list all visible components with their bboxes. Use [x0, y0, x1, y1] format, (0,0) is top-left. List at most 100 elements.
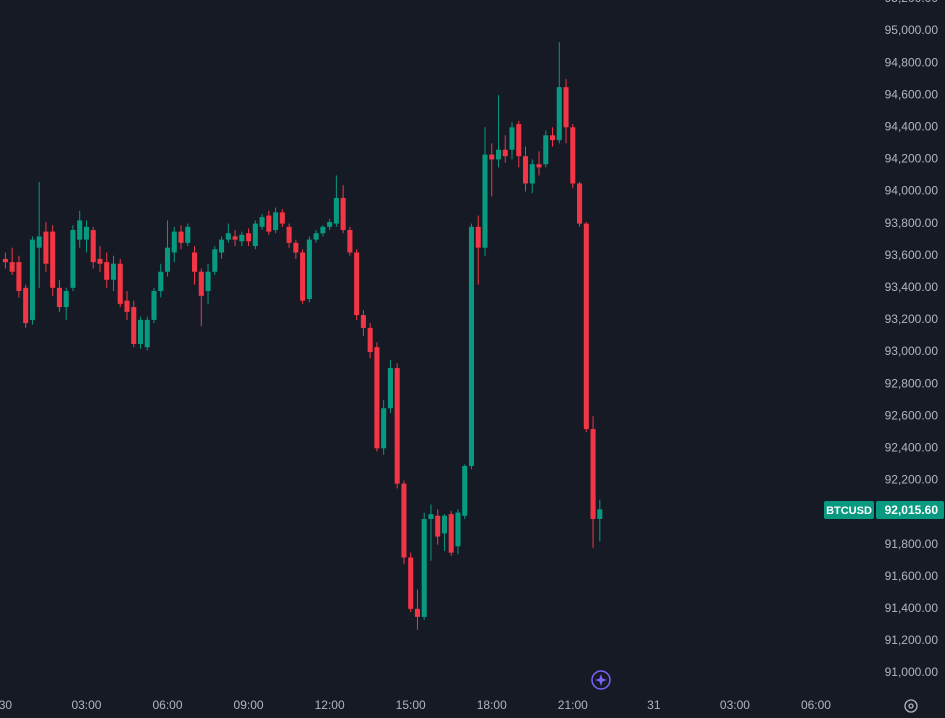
- candle-body: [556, 87, 562, 141]
- y-tick-label: 93,400.00: [885, 280, 939, 294]
- y-tick-label: 94,000.00: [885, 184, 939, 198]
- candle-body: [90, 230, 96, 263]
- candle-body: [387, 368, 393, 409]
- candle-body: [455, 512, 461, 547]
- candle-body: [300, 252, 306, 301]
- candle-body: [489, 154, 495, 160]
- candle-body: [509, 127, 515, 150]
- candle-body: [9, 262, 15, 272]
- candle-body: [448, 514, 454, 553]
- candle-body: [232, 236, 238, 240]
- y-tick-label: 93,200.00: [885, 312, 939, 326]
- y-tick-label: 92,800.00: [885, 376, 939, 390]
- candle-body: [516, 124, 522, 157]
- candle-body: [137, 319, 144, 344]
- y-tick-label: 91,200.00: [885, 633, 939, 647]
- candle-body: [347, 230, 353, 253]
- y-tick-label: 94,200.00: [885, 152, 939, 166]
- candle-body: [43, 231, 49, 264]
- x-tick-label: 21:00: [558, 698, 588, 712]
- candle-body: [50, 231, 56, 288]
- x-tick-label: 03:00: [720, 698, 750, 712]
- candle-body: [117, 263, 123, 304]
- candle-body: [435, 515, 441, 537]
- candle-body: [158, 271, 164, 292]
- candle-body: [185, 226, 191, 243]
- candle-body: [502, 149, 508, 157]
- x-tick-label: 12:00: [315, 698, 345, 712]
- candle-body: [583, 223, 589, 430]
- candle-body: [563, 87, 569, 128]
- candle-body: [522, 156, 529, 184]
- candle-body: [56, 287, 62, 308]
- candle-body: [529, 164, 535, 184]
- candle-body: [468, 226, 475, 466]
- x-tick-label: 06:00: [801, 698, 831, 712]
- candle-body: [246, 233, 252, 242]
- x-tick-label: 09:00: [234, 698, 264, 712]
- candle-body: [577, 183, 583, 224]
- candle-body: [124, 300, 130, 312]
- candle-body: [279, 212, 285, 224]
- y-tick-label: 91,400.00: [885, 601, 939, 615]
- candle-body: [286, 226, 292, 243]
- price-label: 92,015.60: [885, 503, 939, 517]
- candle-body: [543, 135, 549, 165]
- candle-body: [293, 242, 299, 253]
- candle-body: [414, 608, 420, 617]
- y-tick-label: 95,000.00: [885, 23, 939, 37]
- y-tick-label: 94,600.00: [885, 87, 939, 101]
- candle-body: [178, 231, 184, 243]
- candle-body: [164, 247, 171, 272]
- candle-body: [495, 149, 502, 160]
- y-tick-label: 92,600.00: [885, 408, 939, 422]
- assistant-icon[interactable]: [591, 670, 611, 690]
- price-badge: [876, 501, 944, 520]
- candle-body: [23, 287, 29, 324]
- candle-body: [381, 408, 387, 449]
- candle-body: [590, 429, 596, 519]
- candle-body: [77, 220, 83, 240]
- candle-body: [219, 239, 225, 253]
- x-tick-label: 15:00: [396, 698, 426, 712]
- candle-body: [2, 258, 8, 263]
- candle-body: [428, 514, 434, 519]
- candle-body: [306, 239, 312, 300]
- candle-body: [266, 215, 272, 232]
- candle-body: [212, 249, 218, 272]
- candle-body: [462, 465, 468, 516]
- candle-body: [70, 230, 76, 288]
- candle-body: [97, 258, 103, 264]
- y-tick-label: 91,000.00: [885, 665, 939, 679]
- candle-body: [482, 154, 488, 248]
- plot-area: [2, 42, 603, 630]
- candle-body: [374, 347, 380, 449]
- candle-body: [549, 135, 556, 141]
- candle-body: [131, 307, 137, 344]
- candle-body: [83, 226, 89, 240]
- y-tick-label: 93,000.00: [885, 344, 939, 358]
- candle-body: [320, 226, 326, 234]
- settings-icon[interactable]: [904, 699, 918, 713]
- x-tick-label: 03:00: [71, 698, 101, 712]
- candle-body: [421, 518, 427, 617]
- candle-body: [110, 263, 117, 280]
- candle-body: [29, 239, 35, 320]
- symbol-badge: [824, 501, 874, 520]
- candle-body: [401, 483, 407, 558]
- x-tick-label: 31: [647, 698, 661, 712]
- candle-body: [252, 223, 258, 247]
- candle-body: [36, 236, 42, 248]
- candle-body: [536, 164, 542, 168]
- x-tick-label: 18:00: [477, 698, 507, 712]
- y-tick-label: 93,600.00: [885, 248, 939, 262]
- candle-body: [408, 557, 414, 609]
- candle-body: [63, 291, 69, 308]
- y-tick-label: 94,800.00: [885, 55, 939, 69]
- candle-body: [16, 262, 22, 292]
- candle-body: [273, 212, 279, 231]
- candle-body: [597, 509, 603, 519]
